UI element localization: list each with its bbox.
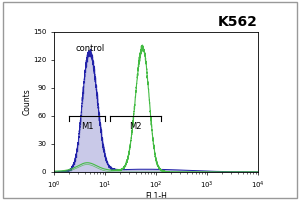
Text: control: control xyxy=(75,44,105,53)
X-axis label: FL1-H: FL1-H xyxy=(145,192,167,200)
Y-axis label: Counts: Counts xyxy=(22,89,32,115)
Text: M2: M2 xyxy=(129,122,142,131)
Text: M1: M1 xyxy=(81,122,93,131)
Text: K562: K562 xyxy=(218,15,258,29)
